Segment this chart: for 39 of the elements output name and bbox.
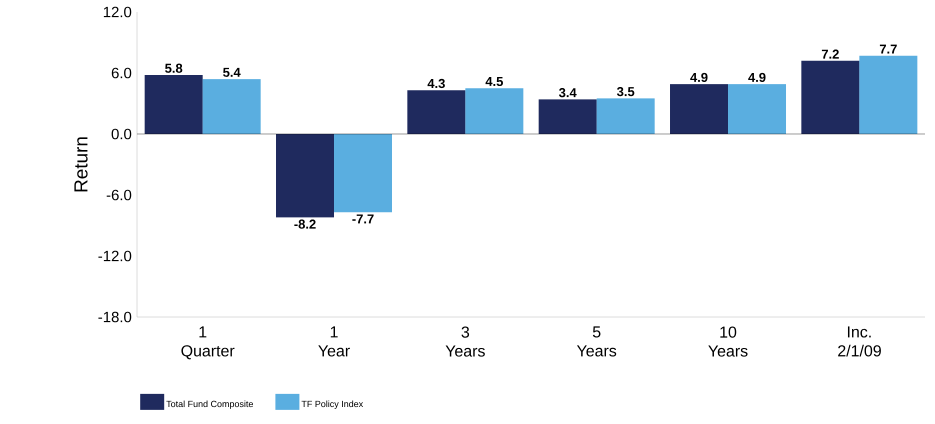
y-tick-label: -6.0 xyxy=(106,190,132,200)
y-tick-label: 0.0 xyxy=(112,128,132,140)
bar xyxy=(334,134,392,212)
data-label: 7.7 xyxy=(880,44,897,54)
legend-label: Total Fund Composite xyxy=(166,400,253,409)
x-tick-label: 3 Years xyxy=(446,326,485,357)
data-label: -8.2 xyxy=(294,220,316,229)
bar xyxy=(276,134,334,218)
data-label: 5.8 xyxy=(165,64,182,73)
data-label: 4.9 xyxy=(690,72,708,82)
bar xyxy=(670,84,728,134)
y-tick-label: -12.0 xyxy=(98,250,132,262)
x-tick-label: 1 Quarter xyxy=(181,326,234,360)
bar xyxy=(202,79,261,134)
bar xyxy=(801,60,860,134)
data-label: 3.4 xyxy=(558,88,577,98)
data-label: 7.2 xyxy=(822,50,839,59)
bar xyxy=(465,88,524,134)
data-label: 4.9 xyxy=(748,72,766,82)
bar xyxy=(596,98,655,134)
y-tick-label: 12.0 xyxy=(104,6,132,18)
data-label: -7.7 xyxy=(352,214,374,224)
y-tick-label: 6.0 xyxy=(112,68,132,78)
data-label: 4.3 xyxy=(428,78,445,88)
y-axis-title: Return xyxy=(74,137,88,192)
data-label: 5.4 xyxy=(223,68,241,77)
data-label: 3.5 xyxy=(616,87,634,96)
bar xyxy=(144,75,203,134)
data-label: 4.5 xyxy=(486,77,503,86)
x-tick-label: 5 Years xyxy=(576,326,616,356)
bar xyxy=(538,99,597,134)
legend-label: TF Policy Index xyxy=(302,400,364,409)
y-tick-label: -18.0 xyxy=(98,312,132,322)
bar xyxy=(407,90,466,134)
x-tick-label: Inc. 2/1/09 xyxy=(838,326,881,356)
bar xyxy=(859,56,918,134)
x-tick-label: 1 Year xyxy=(318,326,350,356)
bar xyxy=(728,84,786,134)
x-tick-label: 10 Years xyxy=(708,326,748,357)
